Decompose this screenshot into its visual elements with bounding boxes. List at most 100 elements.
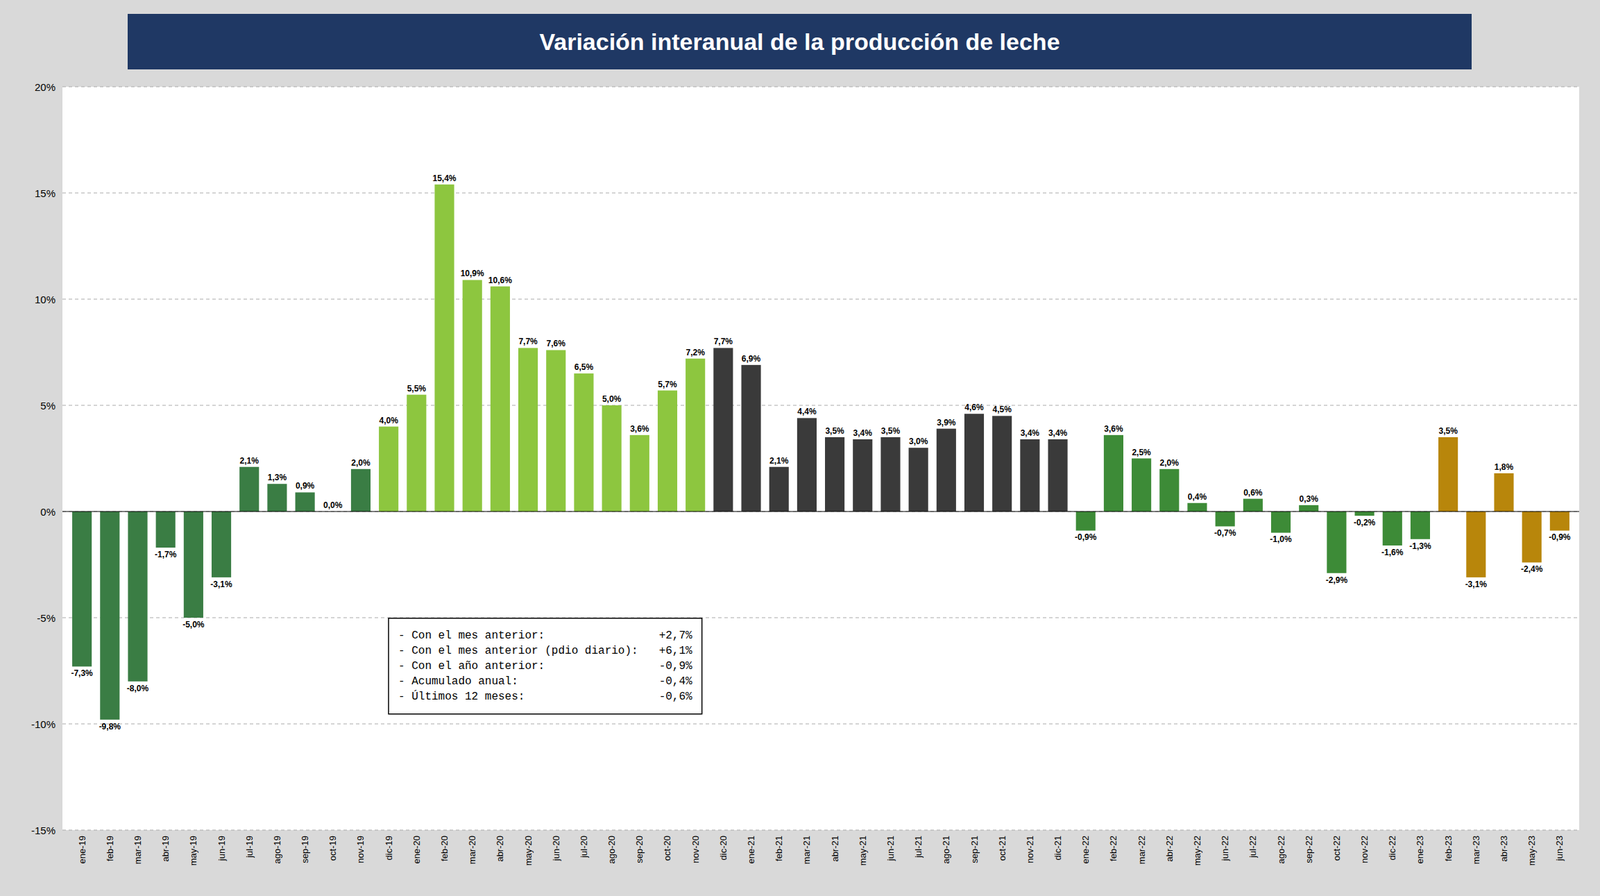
x-tick-label: ene-23 <box>1414 835 1426 864</box>
x-tick-label: abr-22 <box>1164 835 1175 862</box>
data-label: 3,6% <box>630 423 650 434</box>
bar <box>295 491 316 512</box>
bar <box>1298 505 1319 512</box>
bar <box>127 511 148 682</box>
data-label: 3,9% <box>936 417 957 428</box>
data-label: -2,9% <box>1325 575 1349 585</box>
x-tick-label: dic-21 <box>1052 835 1063 860</box>
bar <box>72 511 92 667</box>
bar <box>573 373 594 512</box>
x-tick-label: nov-19 <box>355 835 366 864</box>
x-tick-label: mar-21 <box>801 835 812 864</box>
x-tick-label: jun-22 <box>1219 835 1231 862</box>
annotation-value: -0,9% <box>659 659 693 673</box>
bar <box>769 466 789 512</box>
x-tick-label: feb-21 <box>773 835 785 862</box>
bar <box>797 417 817 512</box>
x-tick-label: may-23 <box>1526 835 1537 866</box>
y-tick-label: 10% <box>34 293 56 306</box>
x-tick-label: feb-22 <box>1108 835 1119 862</box>
bar <box>1243 498 1263 512</box>
bar <box>630 435 650 512</box>
data-label: 2,0% <box>1160 457 1180 468</box>
bar <box>936 428 957 512</box>
bar <box>1466 511 1486 578</box>
data-label: 7,7% <box>713 336 734 347</box>
grid-line <box>62 723 1580 725</box>
x-tick-label: nov-22 <box>1359 835 1370 864</box>
grid-line <box>62 86 1580 88</box>
data-label: 1,8% <box>1494 462 1514 472</box>
x-tick-label: jun-19 <box>216 835 227 862</box>
annotation-value: +6,1% <box>659 644 693 658</box>
bar <box>852 439 873 512</box>
x-tick-label: feb-19 <box>104 835 116 862</box>
data-label: 3,0% <box>908 436 929 447</box>
data-label: -2,4% <box>1520 564 1544 574</box>
x-axis: ene-19feb-19mar-19abr-19may-19jun-19jul-… <box>77 835 1566 866</box>
grid-line <box>62 617 1580 619</box>
x-tick-label: mar-19 <box>132 835 143 864</box>
bar <box>406 394 427 512</box>
data-label: -0,7% <box>1214 528 1237 538</box>
x-tick-label: nov-21 <box>1024 835 1036 864</box>
bar <box>880 437 900 512</box>
data-label: 2,0% <box>351 457 371 468</box>
grid-line <box>62 299 1580 300</box>
data-label: -1,7% <box>154 549 177 560</box>
x-tick-label: dic-20 <box>718 835 729 860</box>
data-label: 0,0% <box>323 500 343 510</box>
data-label: 0,6% <box>1243 487 1263 498</box>
annotation-label: - Con el año anterior: <box>398 659 545 673</box>
annotation-label: - Últimos 12 meses: <box>398 689 525 703</box>
y-tick-label: -15% <box>31 824 56 837</box>
data-label: 4,4% <box>797 406 817 417</box>
bar <box>741 364 761 512</box>
bar <box>462 279 483 512</box>
bar <box>518 347 538 512</box>
data-labels: -7,3%-9,8%-8,0%-1,7%-5,0%-3,1%2,1%1,3%0,… <box>70 173 1571 732</box>
data-label: 7,7% <box>518 336 538 347</box>
data-label: 15,4% <box>432 173 457 184</box>
bar <box>1076 511 1096 531</box>
chart: Variación interanual de la producción de… <box>0 0 1600 896</box>
y-tick-label: 0% <box>40 505 56 518</box>
data-label: -0,9% <box>1074 532 1097 542</box>
bar <box>239 466 259 512</box>
data-label: -9,8% <box>99 721 122 732</box>
x-tick-label: abr-20 <box>494 835 506 862</box>
bar <box>1326 511 1347 574</box>
bar <box>267 483 287 512</box>
x-tick-label: oct-20 <box>661 835 673 861</box>
bar <box>1410 511 1431 540</box>
bar <box>351 469 371 512</box>
y-tick-label: -5% <box>36 611 56 624</box>
title: Variación interanual de la producción de… <box>539 28 1060 55</box>
annotation-value: -0,4% <box>659 675 693 688</box>
x-tick-label: jun-21 <box>885 835 896 862</box>
x-tick-label: mar-20 <box>466 835 478 864</box>
annotation-value: -0,6% <box>659 690 693 703</box>
data-label: 4,6% <box>964 402 984 413</box>
data-label: -3,1% <box>210 579 233 590</box>
x-tick-label: ene-22 <box>1080 835 1091 864</box>
data-label: 3,5% <box>1438 426 1458 436</box>
bar <box>1131 458 1152 513</box>
data-label: 3,5% <box>824 426 845 436</box>
x-tick-label: jul-21 <box>913 835 924 859</box>
x-tick-label: oct-19 <box>327 835 338 861</box>
grid-line <box>62 829 1580 831</box>
data-label: -8,0% <box>126 683 150 694</box>
x-tick-label: ago-20 <box>606 835 617 864</box>
data-label: 0,9% <box>295 480 316 491</box>
bar <box>992 415 1012 512</box>
grid <box>62 86 1580 830</box>
bar <box>546 349 566 512</box>
x-tick-label: ene-21 <box>745 835 757 864</box>
x-tick-label: mar-23 <box>1470 835 1482 864</box>
x-tick-label: jul-22 <box>1247 835 1258 859</box>
bar <box>490 286 510 512</box>
x-tick-label: dic-19 <box>383 835 395 860</box>
bar <box>1382 511 1403 546</box>
plot-area <box>62 86 1580 830</box>
